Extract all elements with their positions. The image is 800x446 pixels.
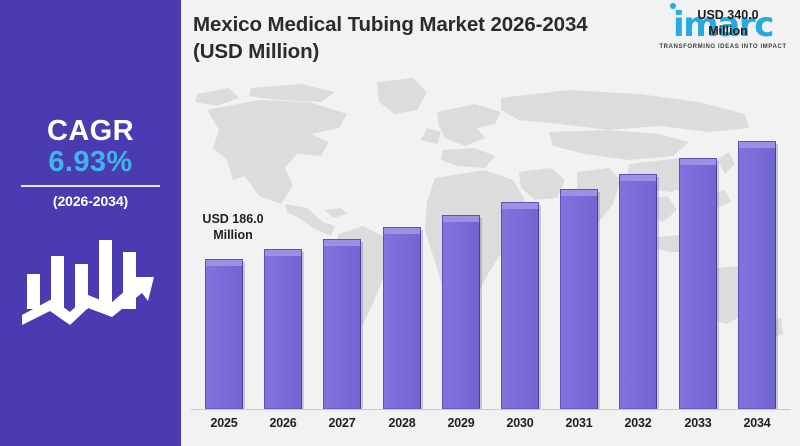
bar-shadow <box>242 262 245 409</box>
x-axis-label-2034: 2034 <box>743 416 771 430</box>
bar-shadow <box>597 192 600 409</box>
chart-title-line-1: Mexico Medical Tubing Market 2026-2034 <box>193 13 588 36</box>
bar-top-face <box>205 259 243 266</box>
bar-2029[interactable] <box>442 215 482 409</box>
callout-last-line-2: Million <box>708 23 748 38</box>
bar-2030[interactable] <box>501 202 541 409</box>
callout-first-line-2: Million <box>213 227 253 242</box>
bar-2027[interactable] <box>323 239 363 409</box>
callout-last-line-1: USD 340.0 <box>697 8 759 22</box>
cagr-label: CAGR <box>47 115 134 147</box>
x-axis-label-2025: 2025 <box>210 416 238 430</box>
x-axis-label-2031: 2031 <box>565 416 593 430</box>
bar-shadow <box>479 218 482 409</box>
bar-2033[interactable] <box>679 158 719 409</box>
x-axis-label-2029: 2029 <box>447 416 475 430</box>
growth-bars-arrow-icon <box>18 233 166 325</box>
imarc-logo: imarc TRANSFORMING IDEAS INTO IMPACT <box>658 3 788 56</box>
x-axis-label-2027: 2027 <box>328 416 356 430</box>
bar-2028[interactable] <box>383 227 423 409</box>
bar-2026[interactable] <box>264 249 304 409</box>
bar-2031[interactable] <box>560 189 600 409</box>
cagr-value: 6.93% <box>48 146 133 179</box>
callout-first-line-1: USD 186.0 <box>202 212 264 226</box>
bar-top-face <box>560 189 598 196</box>
bar-shadow <box>775 144 778 409</box>
logo-dot-icon <box>670 3 676 9</box>
cagr-panel: CAGR 6.93% (2026-2034) <box>0 0 181 446</box>
bar-chart-plot: 2025 2026 2027 2028 2029 2030 2031 2032 2033 2034 <box>189 70 793 430</box>
bar-shadow <box>420 230 423 409</box>
bar-2032[interactable] <box>619 174 659 409</box>
logo-wordmark: imarc <box>658 3 788 45</box>
bar-shadow <box>538 205 541 409</box>
bar-top-face <box>383 227 421 234</box>
bar-shadow <box>301 252 304 409</box>
callout-first-value: USD 186.0 Million <box>187 212 279 243</box>
chart-area: Mexico Medical Tubing Market 2026-2034 (… <box>181 0 800 446</box>
bar-2025[interactable] <box>205 259 245 409</box>
x-axis-label-2028: 2028 <box>388 416 416 430</box>
bar-2034[interactable] <box>738 141 778 409</box>
x-axis-label-2030: 2030 <box>506 416 534 430</box>
bar-top-face <box>264 249 302 256</box>
x-axis-label-2032: 2032 <box>624 416 652 430</box>
bar-top-face <box>501 202 539 209</box>
axis-baseline <box>191 409 791 410</box>
cagr-divider <box>21 184 160 187</box>
bar-top-face <box>442 215 480 222</box>
bar-shadow <box>656 177 659 409</box>
page-title: Mexico Medical Tubing Market 2026-2034 (… <box>193 12 663 66</box>
logo-text: imarc <box>673 5 774 45</box>
bar-top-face <box>679 158 717 165</box>
callout-last-value: USD 340.0 Million <box>678 8 778 39</box>
logo-tagline: TRANSFORMING IDEAS INTO IMPACT <box>659 43 787 50</box>
cagr-period: (2026-2034) <box>52 192 129 209</box>
chart-title-line-2: (USD Million) <box>193 39 320 63</box>
x-axis-label-2033: 2033 <box>684 416 712 430</box>
bar-top-face <box>323 239 361 246</box>
bar-shadow <box>360 242 363 409</box>
x-axis-label-2026: 2026 <box>269 416 297 430</box>
bar-shadow <box>716 161 719 409</box>
bar-top-face <box>619 174 657 181</box>
cagr-block: CAGR 6.93% (2026-2034) <box>0 116 181 209</box>
bar-top-face <box>738 141 776 148</box>
